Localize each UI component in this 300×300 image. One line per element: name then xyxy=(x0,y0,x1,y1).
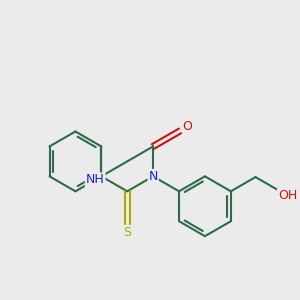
Text: N: N xyxy=(148,170,158,183)
Text: O: O xyxy=(183,120,193,133)
Text: NH: NH xyxy=(86,173,104,186)
Text: S: S xyxy=(123,226,131,239)
Text: OH: OH xyxy=(278,189,297,202)
